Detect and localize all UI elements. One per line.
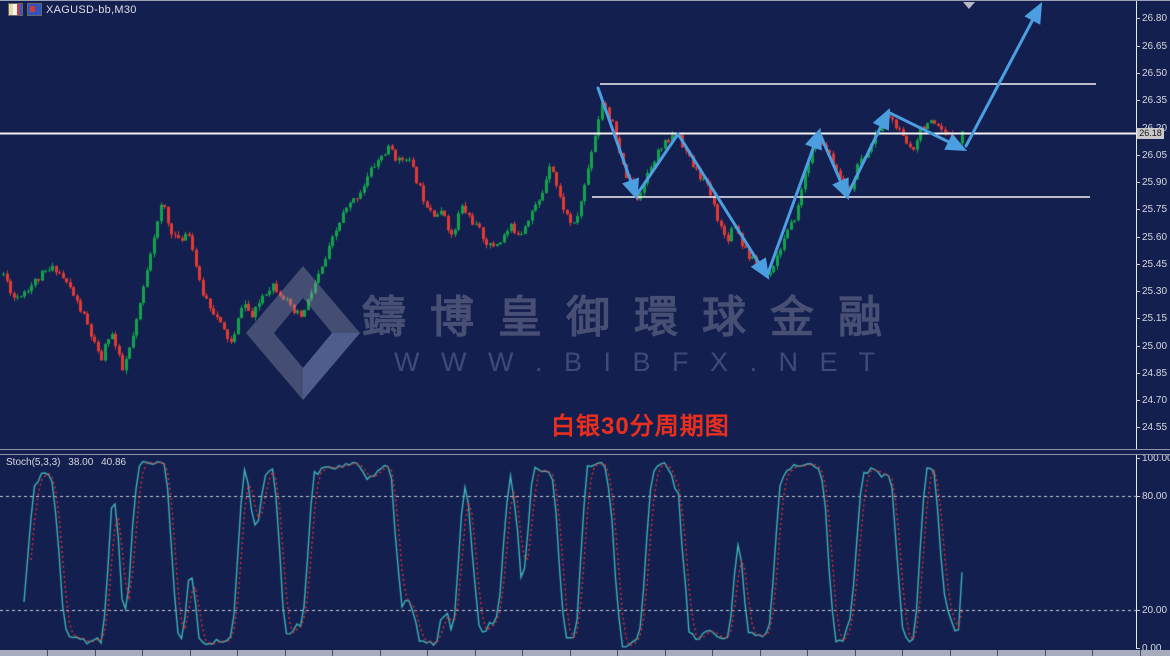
price-tick [1136,400,1140,401]
indicator-tick-label: 0.00 [1142,643,1162,654]
watermark-diamond-logo [246,266,360,400]
current-price-label: 26.18 [1137,128,1164,139]
price-tick-label: 25.45 [1142,259,1168,270]
time-tick [380,650,381,656]
price-tick [1136,46,1140,47]
indicator-tick [1136,496,1140,497]
panel-separator[interactable] [0,449,1170,455]
chart-shift-triangle-icon[interactable] [963,2,975,9]
indicator-tick-label: 80.00 [1142,491,1168,502]
price-tick-label: 25.30 [1142,286,1168,297]
price-tick [1136,264,1140,265]
time-tick [475,650,476,656]
time-tick [950,650,951,656]
price-tick [1136,318,1140,319]
price-tick [1136,18,1140,19]
time-tick [1140,650,1141,656]
time-tick [332,650,333,656]
chart-window-icon [8,3,23,16]
watermark-url-text: W W W . B I B F X . N E T [394,347,883,377]
indicator-tick [1136,648,1140,649]
price-tick [1136,155,1140,156]
price-tick [1136,237,1140,238]
time-tick [285,650,286,656]
price-axis-separator-line [1136,1,1137,649]
price-tick-label: 24.55 [1142,422,1168,433]
time-tick [95,650,96,656]
price-tick-label: 24.70 [1142,395,1168,406]
symbol-chart-icon [27,3,42,16]
indicator-name: Stoch(5,3,3) [6,457,61,468]
price-tick-label: 25.60 [1142,232,1168,243]
chart-title-area: XAGUSD-bb,M30 [8,3,137,16]
price-tick [1136,73,1140,74]
time-tick [190,650,191,656]
time-tick [855,650,856,656]
indicator-d-value: 40.86 [101,457,127,468]
time-tick [522,650,523,656]
time-tick [237,650,238,656]
time-tick [1092,650,1093,656]
indicator-tick [1136,610,1140,611]
current-price-value: 26.18 [1139,128,1162,138]
time-tick [617,650,618,656]
time-tick [142,650,143,656]
price-tick-label: 26.50 [1142,68,1168,79]
time-tick [807,650,808,656]
time-tick [997,650,998,656]
time-tick [570,650,571,656]
indicator-label: Stoch(5,3,3) 38.00 40.86 [6,457,126,468]
price-tick-label: 24.85 [1142,368,1168,379]
price-tick [1136,427,1140,428]
time-tick [760,650,761,656]
price-tick-label: 25.00 [1142,341,1168,352]
price-tick [1136,346,1140,347]
window-top-border [0,0,1170,1]
time-tick [902,650,903,656]
price-tick [1136,373,1140,374]
price-tick [1136,182,1140,183]
price-tick-label: 26.65 [1142,41,1168,52]
price-tick-label: 25.15 [1142,313,1168,324]
price-tick-label: 25.90 [1142,177,1168,188]
price-tick [1136,100,1140,101]
indicator-tick-label: 20.00 [1142,605,1168,616]
price-tick-label: 26.05 [1142,150,1168,161]
time-tick [665,650,666,656]
price-tick-label: 26.80 [1142,13,1168,24]
price-tick-label: 25.75 [1142,204,1168,215]
time-axis-strip[interactable] [0,650,1170,656]
price-tick [1136,209,1140,210]
time-tick [1045,650,1046,656]
watermark-brand-text: 鑄博皇御環球金融 [362,293,906,342]
time-tick [47,650,48,656]
chart-caption-text[interactable]: 白银30分周期图 [551,413,730,440]
indicator-tick [1136,458,1140,459]
price-tick [1136,291,1140,292]
indicator-k-value: 38.00 [68,457,94,468]
time-tick [712,650,713,656]
time-tick [427,650,428,656]
price-tick-label: 26.35 [1142,95,1168,106]
indicator-tick-label: 100.00 [1142,453,1170,464]
chart-symbol-title: XAGUSD-bb,M30 [46,3,137,16]
